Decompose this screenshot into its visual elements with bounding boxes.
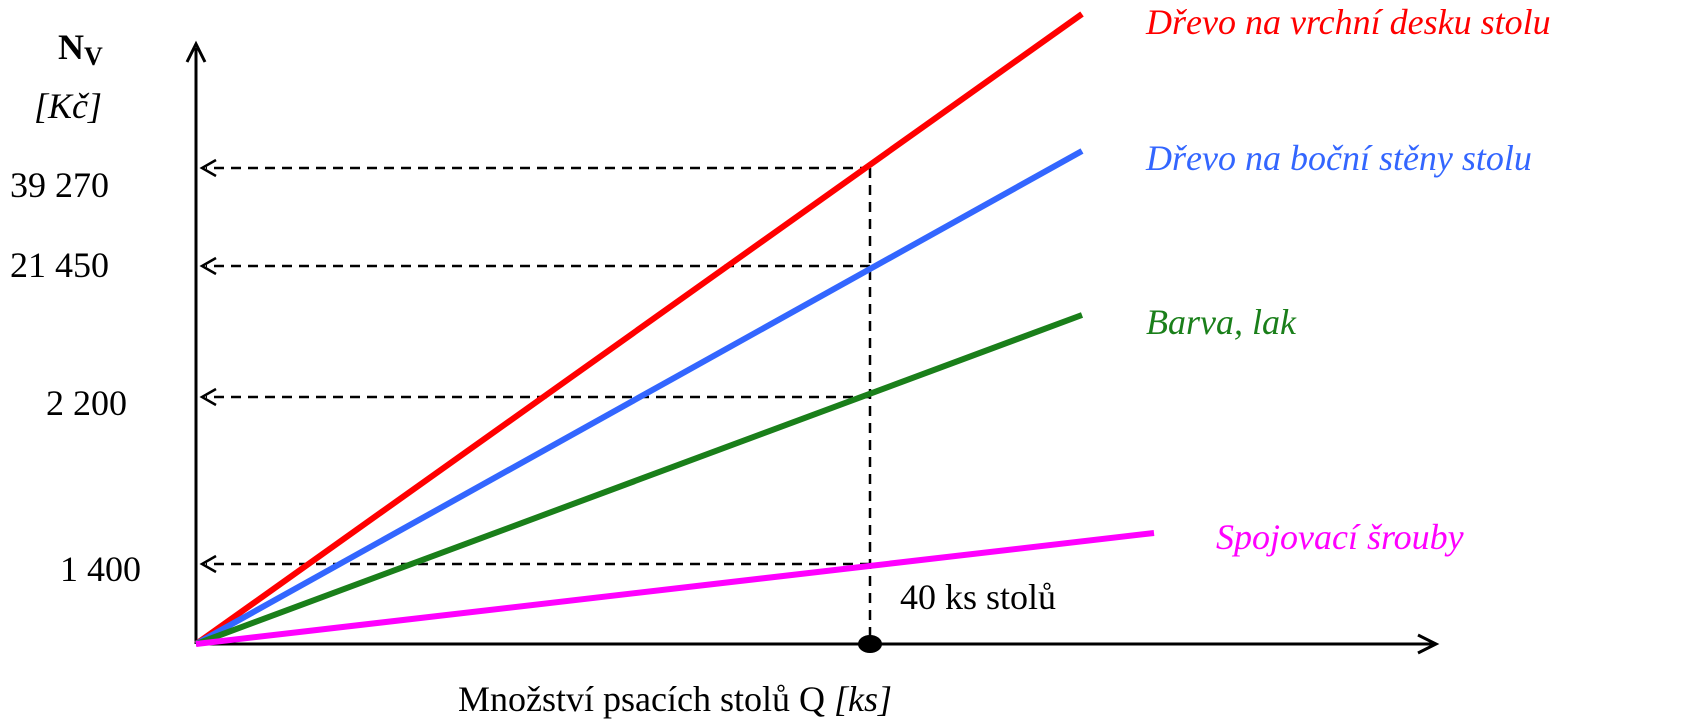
y-axis-arrowhead [185,40,207,63]
guide-arrow-icon [199,554,217,574]
guide-arrow-icon [199,387,217,407]
y-tick-label: 2 200 [46,383,127,423]
series-line-barva-lak [194,312,1084,647]
series-label-vrchni-deska: Dřevo na vrchní desku stolu [1145,2,1551,42]
y-axis-unit: [Kč] [34,86,102,126]
series-line-srouby [195,530,1155,647]
x-axis-arrowhead [1417,633,1440,655]
series-label-barva-lak: Barva, lak [1146,302,1297,342]
y-axis-label: NV [58,27,103,71]
y-tick-label: 21 450 [10,245,109,285]
x-marker-label: 40 ks stolů [900,577,1056,617]
y-tick-label: 1 400 [60,549,141,589]
series-line-vrchni-deska [194,11,1084,647]
guide-lines [206,166,872,640]
guide-arrow-icon [199,158,217,178]
x-marker-point [858,635,882,653]
guide-arrowheads [199,158,217,574]
series-label-srouby: Spojovací šrouby [1216,517,1464,557]
y-tick-label: 39 270 [10,165,109,205]
series-label-bocni-steny: Dřevo na boční stěny stolu [1145,138,1532,178]
guide-arrow-icon [199,256,217,276]
x-axis-label: Množství psacích stolů Q [ks] [458,679,892,719]
series-line-bocni-steny [194,148,1084,647]
